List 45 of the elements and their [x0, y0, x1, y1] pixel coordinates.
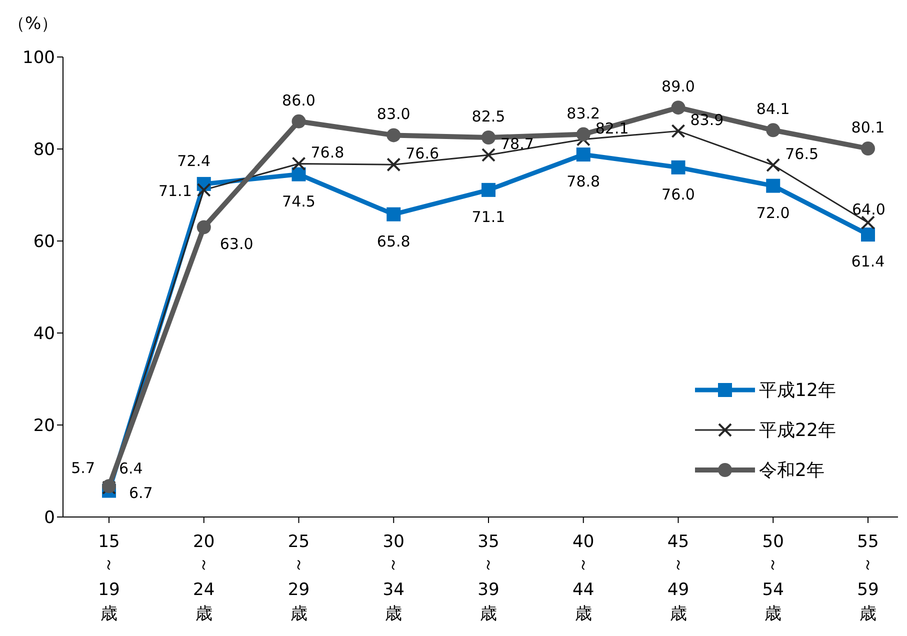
data-label: 84.1: [756, 100, 790, 118]
y-tick-label: 40: [33, 324, 55, 344]
legend-label: 平成22年: [759, 419, 836, 442]
data-label: 6.4: [119, 460, 143, 478]
data-label: 71.1: [158, 182, 192, 200]
x-tick-label: 50 ～ 54 歳: [762, 532, 784, 624]
data-label: 72.4: [177, 152, 211, 170]
x-tick-label: 45 ～ 49 歳: [667, 532, 690, 624]
data-label: 65.8: [376, 232, 410, 250]
x-tick-label: 15 ～ 19 歳: [98, 532, 120, 624]
data-label: 78.8: [566, 172, 600, 191]
x-tick-label: 30 ～ 34 歳: [382, 532, 404, 624]
data-label: 6.7: [129, 484, 153, 502]
data-label: 83.2: [566, 104, 600, 122]
y-axis-title: （%）: [8, 13, 58, 35]
data-label: 82.5: [472, 108, 506, 126]
data-label: 76.5: [785, 145, 819, 164]
data-label: 80.1: [851, 118, 885, 137]
data-label: 86.0: [282, 91, 316, 110]
y-tick-label: 20: [33, 416, 55, 436]
y-tick-label: 100: [22, 48, 55, 68]
data-label: 76.8: [310, 144, 344, 162]
data-label: 83.9: [690, 111, 724, 130]
legend-label: 令和2年: [759, 459, 824, 482]
data-label: 61.4: [851, 252, 885, 271]
data-label: 78.7: [500, 134, 534, 153]
data-label: 71.1: [472, 208, 506, 226]
data-label: 76.0: [662, 185, 695, 204]
data-label: 5.7: [71, 458, 95, 477]
data-label: 89.0: [662, 78, 695, 96]
x-tick-label: 35 ～ 39 歳: [478, 532, 500, 624]
data-label: 64.0: [852, 200, 886, 219]
data-label: 83.0: [376, 105, 410, 124]
data-label: 74.5: [282, 192, 316, 210]
x-tick-label: 55 ～ 59 歳: [857, 532, 879, 624]
data-label: 63.0: [220, 235, 254, 254]
data-label: 72.0: [756, 204, 790, 222]
y-tick-label: 80: [33, 140, 55, 160]
x-tick-label: 40 ～ 44 歳: [572, 532, 594, 624]
x-tick-label: 20 ～ 24 歳: [193, 532, 215, 624]
y-tick-label: 0: [44, 508, 55, 528]
legend-label: 平成12年: [759, 379, 836, 402]
x-tick-label: 25 ～ 29 歳: [288, 532, 310, 624]
y-tick-label: 60: [33, 232, 55, 252]
data-label: 76.6: [406, 144, 440, 163]
